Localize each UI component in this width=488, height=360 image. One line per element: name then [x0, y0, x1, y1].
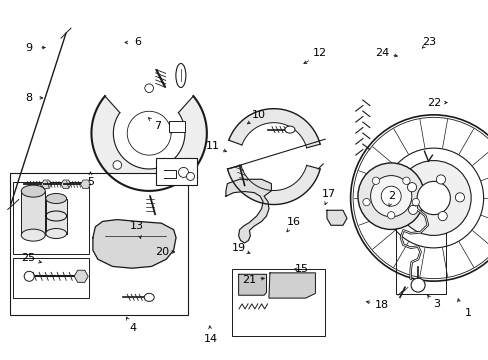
Text: 2: 2: [387, 191, 394, 201]
Circle shape: [435, 175, 445, 184]
Text: 18: 18: [374, 300, 387, 310]
Polygon shape: [93, 220, 176, 268]
Text: 8: 8: [25, 93, 32, 103]
Polygon shape: [228, 109, 320, 148]
Text: 6: 6: [134, 37, 141, 48]
Circle shape: [176, 161, 185, 169]
Circle shape: [437, 212, 447, 221]
Text: 13: 13: [130, 221, 143, 231]
Bar: [155, 158, 197, 185]
Text: 1: 1: [464, 308, 471, 318]
Text: 11: 11: [205, 141, 219, 151]
Bar: [13, 258, 89, 298]
Text: 21: 21: [242, 275, 256, 285]
Ellipse shape: [285, 126, 294, 133]
Text: 14: 14: [204, 334, 218, 344]
Circle shape: [178, 167, 188, 177]
Bar: [395, 197, 445, 294]
Bar: [46, 198, 66, 234]
Circle shape: [186, 172, 194, 180]
Polygon shape: [268, 273, 315, 298]
Circle shape: [454, 193, 464, 202]
Ellipse shape: [21, 229, 45, 241]
Text: 4: 4: [129, 323, 136, 333]
Text: 9: 9: [25, 42, 32, 53]
Circle shape: [407, 205, 417, 215]
Polygon shape: [326, 210, 346, 225]
Circle shape: [407, 183, 416, 192]
Bar: [21, 191, 45, 235]
Text: 16: 16: [286, 217, 300, 228]
Bar: [13, 182, 89, 254]
Text: 17: 17: [321, 189, 335, 199]
Circle shape: [416, 181, 449, 215]
Circle shape: [402, 177, 409, 184]
Ellipse shape: [144, 293, 154, 301]
Text: 10: 10: [252, 110, 265, 120]
Circle shape: [144, 84, 153, 93]
Polygon shape: [91, 96, 206, 191]
Text: 24: 24: [374, 48, 389, 58]
Text: 3: 3: [432, 299, 439, 309]
Text: 22: 22: [426, 98, 441, 108]
Text: 23: 23: [422, 37, 435, 48]
Ellipse shape: [21, 185, 45, 197]
Text: 25: 25: [21, 253, 35, 264]
Text: 5: 5: [87, 177, 94, 187]
Bar: [169, 121, 185, 132]
Circle shape: [357, 163, 424, 229]
Circle shape: [395, 161, 470, 235]
Polygon shape: [225, 179, 271, 243]
Circle shape: [362, 198, 369, 206]
Circle shape: [370, 176, 411, 217]
Circle shape: [387, 212, 394, 219]
Circle shape: [371, 177, 379, 184]
Bar: [10, 173, 188, 315]
Ellipse shape: [46, 194, 66, 203]
Circle shape: [410, 278, 424, 292]
Bar: [232, 269, 325, 336]
Circle shape: [411, 198, 419, 206]
Circle shape: [113, 161, 122, 169]
Polygon shape: [238, 274, 266, 295]
Text: 12: 12: [313, 48, 326, 58]
Text: 19: 19: [231, 243, 245, 253]
Circle shape: [24, 271, 34, 281]
Text: 20: 20: [155, 247, 169, 257]
Polygon shape: [227, 165, 320, 204]
Ellipse shape: [46, 229, 66, 238]
Ellipse shape: [176, 63, 185, 87]
Circle shape: [381, 186, 400, 206]
Text: 15: 15: [295, 264, 308, 274]
Text: 7: 7: [154, 121, 161, 131]
